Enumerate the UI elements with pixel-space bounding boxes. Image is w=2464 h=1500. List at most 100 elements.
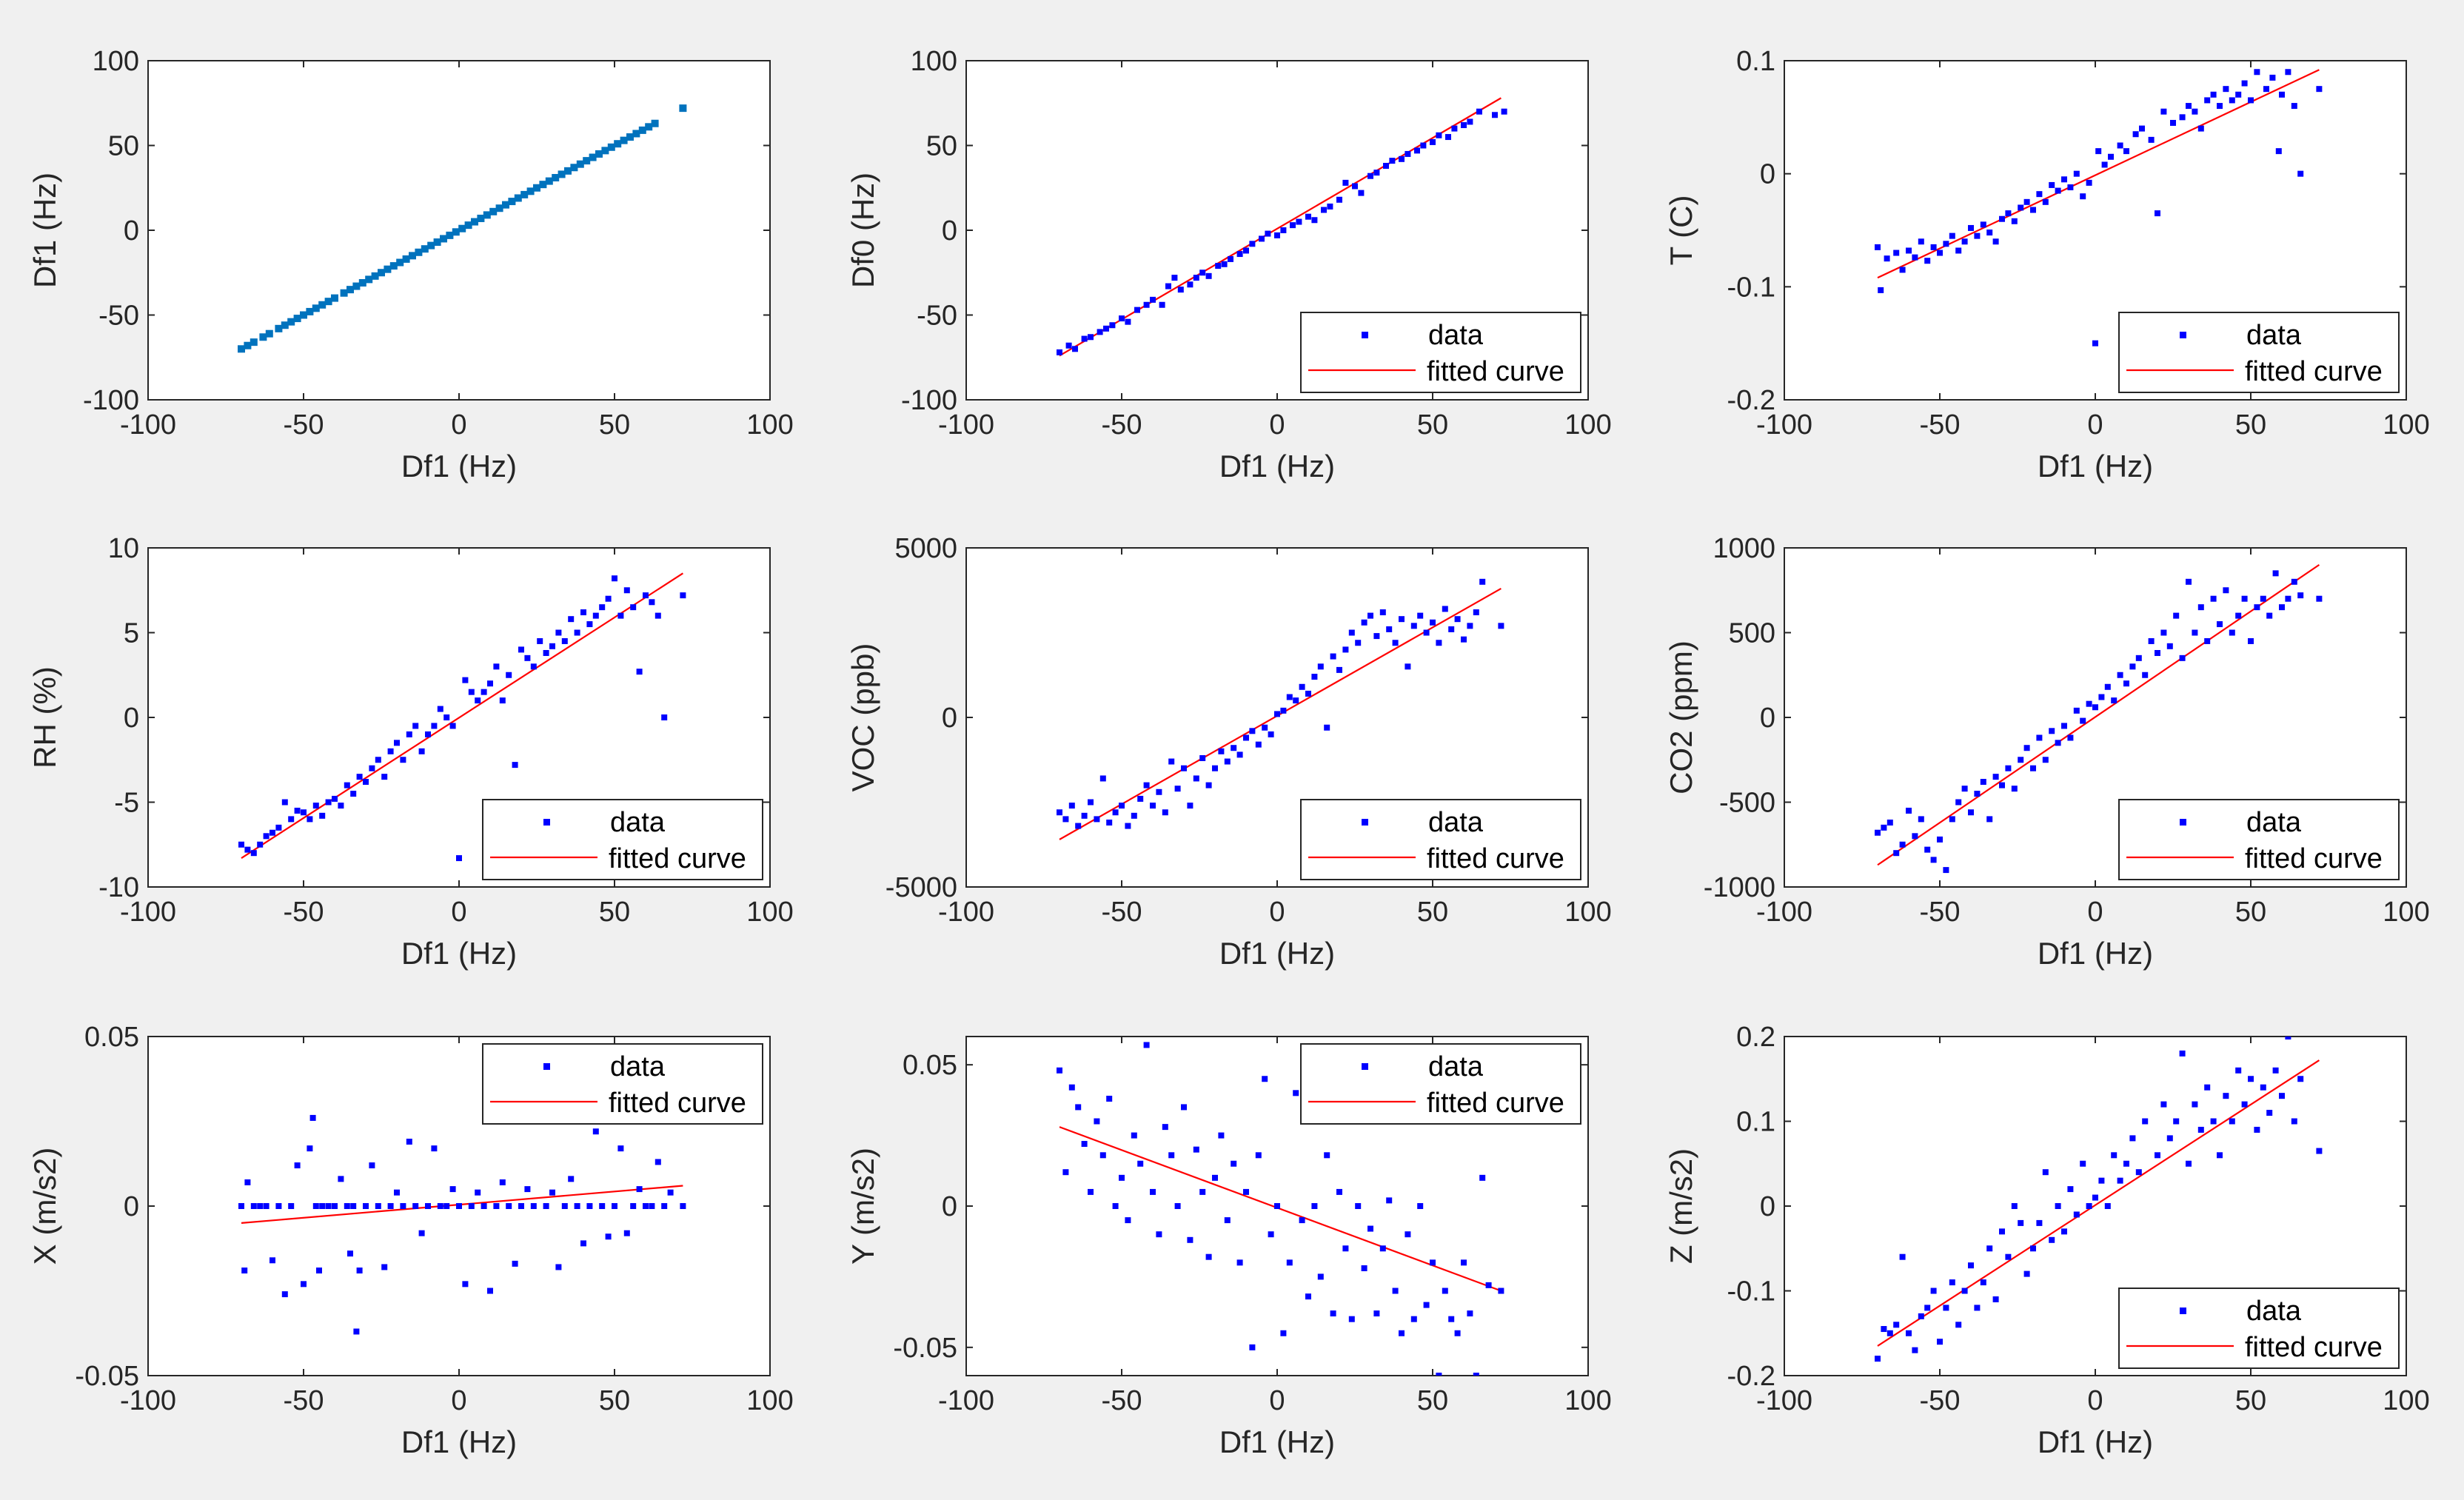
data-point [1068,803,1075,809]
y-axis-label: Y (m/s2) [846,1148,880,1265]
y-tick-label: 100 [93,46,139,77]
data-point [2080,717,2086,724]
data-point [344,1203,350,1209]
data-point [543,1203,549,1209]
data-point [1286,694,1293,700]
data-point [301,1281,307,1288]
data-point [1893,850,1900,857]
data-point [1886,819,1893,826]
data-point [1236,1259,1243,1266]
data-point [636,669,643,675]
y-tick-label: 0 [124,703,139,734]
data-point [601,147,609,155]
data-point [1094,1118,1100,1125]
y-tick-label: 0 [942,1191,957,1222]
data-point [2042,1169,2049,1176]
data-point [1461,122,1467,129]
data-point [281,799,288,806]
y-tick-label: -5000 [886,872,957,903]
y-tick-label: 0.05 [903,1050,957,1081]
data-point [347,1250,353,1257]
data-point [307,1145,313,1152]
data-point [1336,666,1342,673]
legend: data fitted curve [1300,312,1581,393]
data-point [340,289,348,297]
legend: data fitted curve [2118,799,2400,880]
data-point [592,1128,599,1135]
x-tick-label: 100 [1564,409,1611,441]
data-point [2275,148,2282,155]
data-point [1937,836,1943,843]
data-point [1949,232,1955,239]
data-point [1280,707,1287,714]
data-point [1358,190,1365,196]
data-point [1259,235,1265,242]
data-point [530,1203,537,1209]
x-axis-label: Df1 (Hz) [2038,449,2153,483]
data-point [288,816,295,823]
data-point [2142,672,2149,678]
data-point [462,1281,469,1288]
y-tick-label: 5 [124,618,139,649]
y-tick-label: -10 [98,872,139,903]
data-point [1367,1225,1373,1232]
data-point [1999,1228,2005,1235]
data-point [2254,1126,2260,1133]
data-point [1461,636,1467,643]
data-point [449,723,456,729]
data-point [244,1179,251,1185]
data-point [1930,1288,1937,1294]
data-point [2160,629,2167,636]
data-point [331,294,338,302]
data-point [238,1203,244,1209]
data-point [2067,1186,2074,1193]
data-point [1218,1132,1225,1139]
data-point [464,221,472,230]
data-point [654,1159,661,1165]
legend-box [2118,1288,2400,1369]
data-point [2049,1236,2055,1243]
fitted-curve-line [241,1185,683,1224]
data-point [325,1203,332,1209]
data-point [576,160,584,168]
data-point [1094,816,1100,823]
data-point [623,1230,630,1236]
data-point [456,1203,462,1209]
legend-data-marker [2180,819,2186,826]
x-tick-label: -50 [284,897,324,928]
data-point [1097,329,1103,335]
data-point [1305,1293,1311,1300]
data-point [1352,183,1358,190]
data-point [394,740,400,746]
data-point [458,224,466,232]
data-point [1193,1146,1199,1153]
x-tick-label: 0 [1269,1385,1285,1416]
data-point [275,324,283,332]
y-tick-label: -0.1 [1727,272,1775,303]
data-point [1162,809,1168,816]
data-point [2086,700,2092,707]
data-point [580,1240,586,1247]
legend-data-marker [1362,332,1368,338]
data-point [1410,1316,1417,1322]
data-point [356,1268,363,1274]
data-point [1305,213,1311,220]
data-point [400,757,406,763]
data-point [607,143,615,151]
data-point [1072,346,1078,352]
x-axis-label: Df1 (Hz) [1219,1424,1335,1459]
data-point [1992,774,1999,780]
data-point [468,689,475,695]
data-point [1165,283,1171,289]
y-tick-label: 50 [108,131,139,162]
data-point [2030,1245,2036,1252]
data-point [412,723,419,729]
y-tick-label: 0 [1760,703,1775,734]
data-point [375,1203,381,1209]
data-point [2148,637,2155,644]
data-point [518,1203,524,1209]
data-point [2104,1203,2111,1209]
data-point [1199,1188,1206,1195]
data-point [599,604,606,611]
